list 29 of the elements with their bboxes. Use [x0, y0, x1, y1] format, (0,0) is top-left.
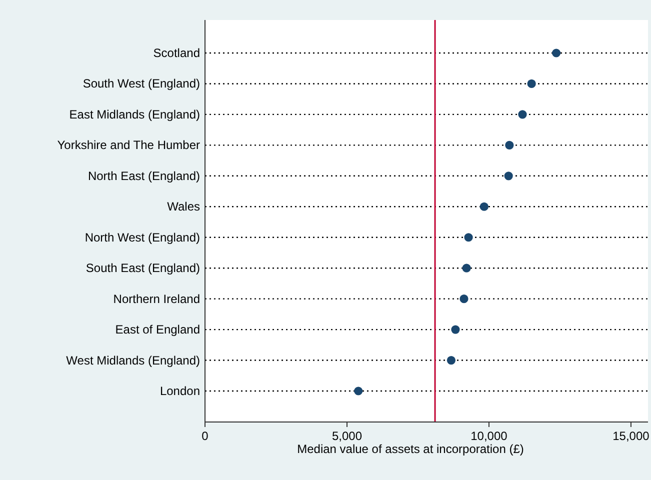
y-tick-label: North West (England): [84, 230, 200, 244]
point: [451, 325, 460, 334]
point: [518, 110, 527, 119]
y-tick-label: East of England: [115, 322, 200, 337]
y-tick-label: Wales: [167, 200, 200, 214]
point: [480, 202, 488, 211]
y-tick-label: South East (England): [86, 261, 200, 276]
point: [462, 264, 471, 272]
point: [464, 233, 473, 242]
y-tick-label: Yorkshire and The Humber: [57, 138, 200, 152]
point: [505, 140, 514, 150]
x-tick-label: 0: [202, 429, 209, 443]
x-axis-title: Median value of assets at incorporation (£): [297, 442, 524, 456]
y-tick-label: Scotland: [153, 46, 200, 60]
x-tick-label: 5,000: [332, 429, 362, 443]
point: [446, 356, 456, 365]
y-tick-label: South West (England): [82, 76, 200, 91]
point: [527, 79, 536, 88]
y-tick-label: East Midlands (England): [69, 107, 200, 122]
point: [552, 48, 561, 58]
y-tick-label: Northern Ireland: [113, 292, 200, 306]
point: [504, 172, 513, 180]
x-tick-label: 15,000: [612, 429, 650, 443]
y-tick-label: West Midlands (England): [66, 353, 200, 368]
y-tick-label: London: [160, 384, 200, 398]
point: [354, 386, 363, 396]
x-tick-label: 10,000: [470, 429, 508, 443]
point: [460, 294, 468, 304]
y-tick-label: North East (England): [88, 168, 200, 183]
